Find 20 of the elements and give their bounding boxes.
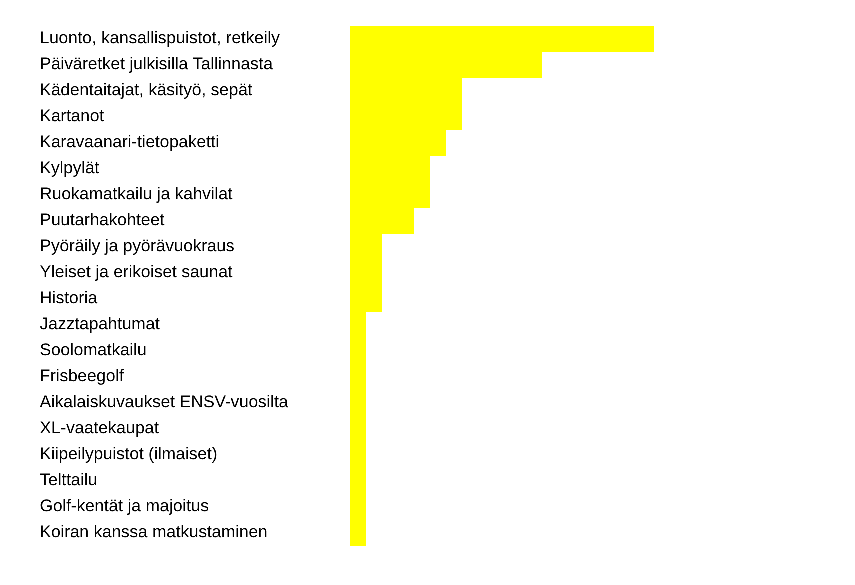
y-tick-label: Jazztapahtumat bbox=[40, 314, 160, 334]
y-tick-label: Kartanot bbox=[40, 106, 105, 126]
y-tick-label: Golf-kentät ja majoitus bbox=[40, 496, 210, 516]
y-tick-label: Kädentaitajat, käsityö, sepät bbox=[40, 80, 253, 100]
y-tick-label: Historia bbox=[40, 288, 98, 308]
y-tick-label: Luonto, kansallispuistot, retkeily bbox=[40, 28, 281, 48]
y-tick-label: Pyöräily ja pyörävuokraus bbox=[40, 236, 235, 256]
y-tick-label: Koiran kanssa matkustaminen bbox=[40, 522, 268, 542]
y-tick-label: Telttailu bbox=[40, 470, 98, 490]
y-tick-label: Soolomatkailu bbox=[40, 340, 147, 360]
y-tick-label: Päiväretket julkisilla Tallinnasta bbox=[40, 54, 274, 74]
y-tick-label: Yleiset ja erikoiset saunat bbox=[40, 262, 234, 282]
y-tick-label: Puutarhakohteet bbox=[40, 210, 166, 230]
y-tick-label: Kiipeilypuistot (ilmaiset) bbox=[40, 444, 218, 464]
y-tick-label: Aikalaiskuvaukset ENSV-vuosilta bbox=[40, 392, 290, 412]
y-tick-label: Frisbeegolf bbox=[40, 366, 124, 386]
y-tick-label: Ruokamatkailu ja kahvilat bbox=[40, 184, 234, 204]
y-tick-label: Karavaanari-tietopaketti bbox=[40, 132, 220, 152]
y-tick-label: XL-vaatekaupat bbox=[40, 418, 160, 438]
y-tick-label: Kylpylät bbox=[40, 158, 100, 178]
